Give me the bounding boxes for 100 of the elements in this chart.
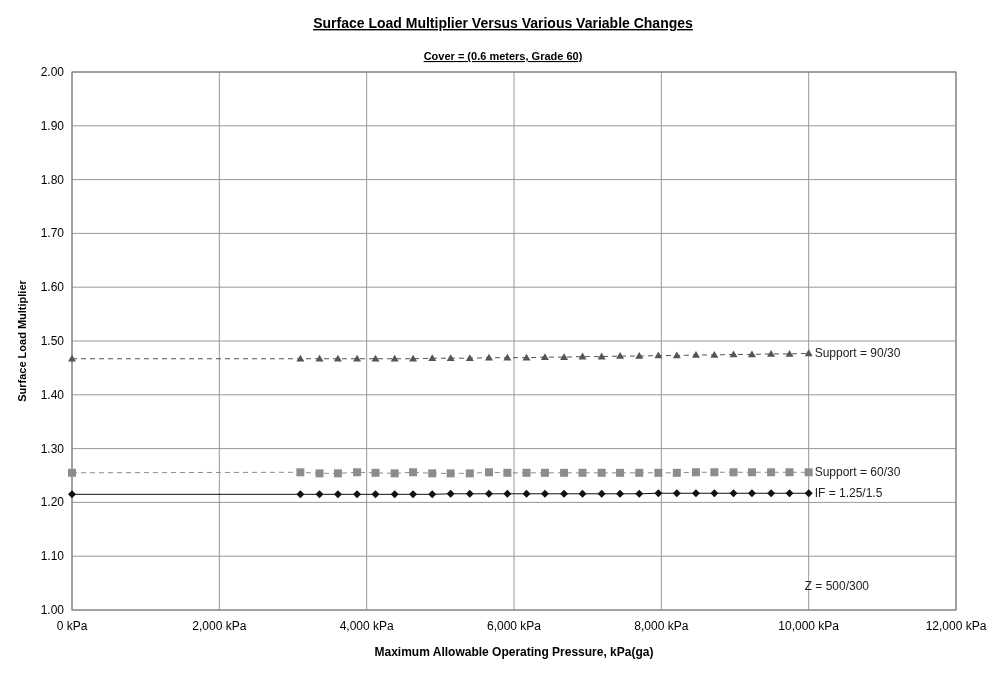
y-tick-label: 1.30 (40, 441, 65, 456)
y-tick-label: 1.80 (40, 172, 65, 187)
point (672, 468, 681, 477)
point (635, 352, 644, 359)
y-tick-label: 1.70 (40, 226, 65, 241)
point (729, 468, 738, 477)
chart-subtitle: Cover = (0.6 meters, Grade 60) (423, 50, 583, 62)
y-tick-label: 1.00 (40, 603, 65, 617)
series-label: IF = 1.25/1.5 (814, 486, 883, 501)
point (465, 489, 474, 498)
point (578, 489, 587, 498)
point (371, 490, 380, 499)
x-tick-label: 0 kPa (56, 619, 88, 633)
point (616, 468, 625, 477)
point (503, 468, 512, 477)
point (804, 349, 813, 357)
point (747, 468, 756, 477)
point (296, 354, 305, 362)
x-tick-label: 12,000 kPa (925, 619, 987, 633)
point (315, 354, 324, 362)
point (540, 489, 549, 498)
y-tick-label: 1.40 (40, 387, 65, 402)
y-axis-title: Surface Load Multiplier (16, 279, 28, 402)
y-tick-label: 1.60 (40, 280, 65, 295)
point (691, 350, 700, 358)
point (68, 468, 76, 477)
point (353, 354, 362, 362)
point (729, 489, 738, 498)
point (785, 349, 794, 357)
point (333, 490, 342, 499)
point (540, 353, 549, 360)
point (296, 468, 305, 477)
point (654, 468, 663, 477)
point (654, 489, 663, 498)
point (446, 354, 455, 362)
x-axis-title: Maximum Allowable Operating Pressure, kPa(ga) (374, 645, 654, 659)
point (446, 469, 455, 478)
point (522, 489, 531, 498)
y-tick-label: 1.10 (40, 549, 65, 564)
point (710, 350, 719, 358)
point (371, 354, 380, 362)
point (672, 351, 681, 359)
point (315, 490, 324, 499)
x-tick-label: 8,000 kPa (634, 619, 689, 633)
point (804, 489, 813, 498)
point (767, 489, 776, 498)
point (672, 489, 681, 498)
point (616, 352, 625, 359)
annotation: Z = 500/300 (804, 579, 870, 593)
point (428, 469, 437, 478)
point (353, 490, 362, 499)
point (315, 469, 324, 478)
x-tick-label: 10,000 kPa (778, 619, 840, 633)
point (785, 468, 794, 477)
y-tick-label: 2.00 (40, 65, 65, 79)
point (654, 351, 663, 359)
point (503, 489, 512, 498)
series-label: Support = 60/30 (814, 465, 901, 480)
point (691, 489, 700, 498)
point (747, 489, 756, 498)
point (804, 468, 813, 477)
x-tick-label: 2,000 kPa (192, 619, 247, 633)
point (409, 468, 418, 477)
point (353, 468, 362, 477)
point (560, 353, 569, 360)
point (484, 468, 493, 477)
point (68, 354, 76, 362)
point (371, 468, 380, 477)
point (296, 490, 305, 499)
y-tick-label: 1.20 (40, 495, 65, 510)
point (597, 489, 606, 498)
point (729, 350, 738, 358)
point (616, 489, 625, 498)
point (560, 489, 569, 498)
y-tick-label: 1.90 (40, 118, 65, 133)
point (390, 490, 399, 499)
point (390, 469, 399, 478)
point (540, 468, 549, 477)
point (522, 468, 531, 477)
point (767, 349, 776, 357)
x-tick-label: 4,000 kPa (339, 619, 395, 633)
y-tick-label: 1.50 (40, 334, 65, 348)
point (767, 468, 776, 477)
point (409, 354, 418, 362)
point (409, 490, 418, 499)
point (68, 490, 76, 499)
point (635, 489, 644, 498)
point (390, 354, 399, 362)
point (428, 354, 437, 362)
chart-title: Surface Load Multiplier Versus Various Variable Changes (313, 15, 694, 31)
point (333, 469, 342, 478)
point (635, 468, 644, 477)
point (710, 489, 719, 498)
point (710, 468, 719, 477)
point (465, 469, 474, 478)
series-label: Support = 90/30 (814, 346, 901, 361)
point (597, 468, 606, 477)
x-tick-label: 6,000 kPa (486, 619, 542, 633)
point (560, 468, 569, 477)
point (691, 468, 700, 477)
